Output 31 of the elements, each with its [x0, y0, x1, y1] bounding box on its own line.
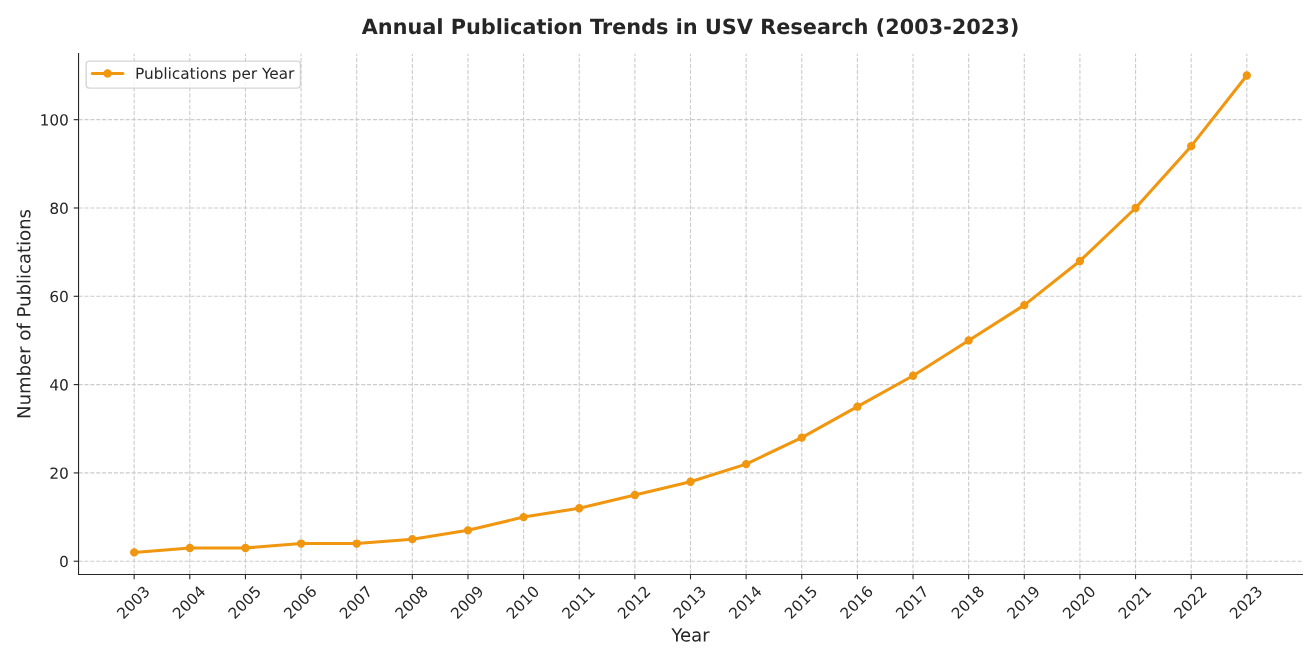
chart-title: Annual Publication Trends in USV Research (2003-2023) [361, 18, 1018, 37]
point [853, 402, 862, 411]
point [797, 433, 806, 442]
point [463, 526, 473, 535]
y-tick-label: 40 [50, 379, 68, 391]
y-tick-label: 100 [41, 114, 68, 126]
point [1131, 203, 1140, 213]
legend-label: Publications per Year [136, 67, 295, 82]
point [1075, 256, 1085, 266]
point [241, 543, 250, 553]
point [1020, 300, 1029, 310]
point [686, 477, 695, 486]
point [964, 336, 973, 345]
point [519, 512, 528, 522]
y-tick-label: 20 [50, 467, 68, 479]
point [185, 543, 194, 553]
point [575, 504, 584, 513]
y-tick-label: 80 [50, 202, 68, 215]
point [908, 371, 918, 380]
y-tick-label: 0 [60, 555, 68, 568]
x-axis-title: Year [671, 628, 710, 642]
point [741, 459, 751, 469]
point [352, 539, 361, 548]
point [130, 548, 139, 557]
point [296, 539, 306, 548]
point [408, 534, 417, 544]
y-tick-label: 60 [50, 290, 68, 303]
point [1187, 142, 1196, 151]
point [630, 490, 640, 500]
point [1242, 71, 1251, 80]
y-axis-title: Number of Publications [16, 209, 31, 418]
